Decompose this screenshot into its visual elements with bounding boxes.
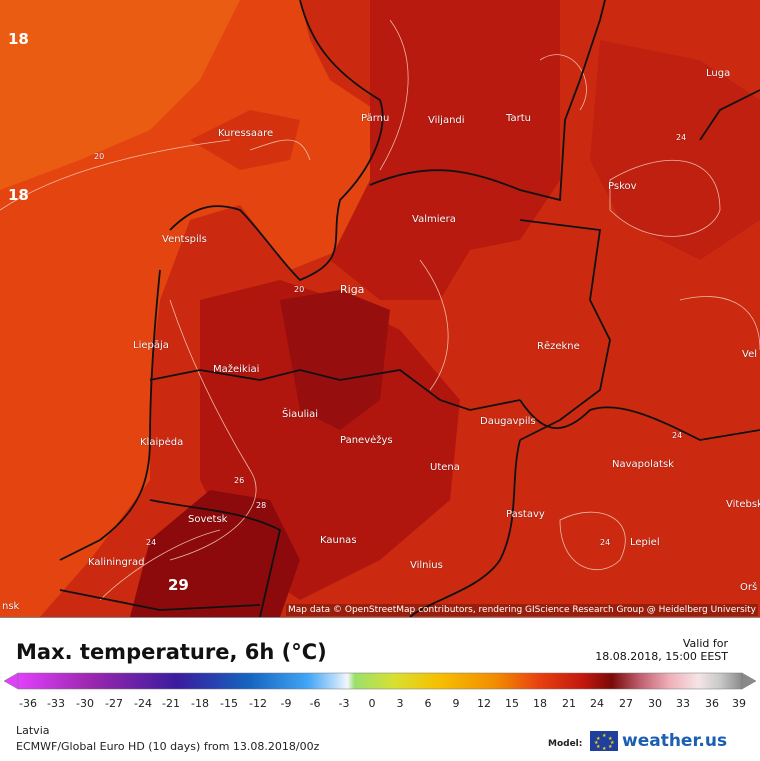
scale-tick: 18	[533, 697, 547, 710]
city-label: Ventspils	[162, 234, 207, 245]
scale-tick: 0	[368, 697, 376, 710]
scale-tick: -21	[162, 697, 180, 710]
contour-label: 20	[294, 285, 305, 294]
brand-name: weather.us	[622, 731, 728, 751]
color-scale-bar	[3, 672, 757, 690]
map-title: Max. temperature, 6h (°C)	[16, 640, 327, 664]
contour-label: 28	[256, 501, 267, 510]
city-label: Kaunas	[320, 535, 357, 546]
city-label: Mažeikiai	[213, 364, 260, 375]
scale-tick: 39	[732, 697, 746, 710]
scale-tick: -33	[47, 697, 65, 710]
scale-tick: 3	[396, 697, 404, 710]
scale-tick: 6	[424, 697, 432, 710]
city-label: Orš	[740, 582, 758, 593]
city-label: Vitebsk	[726, 499, 760, 510]
contour-label: 20	[94, 152, 105, 161]
model-info: ECMWF/Global Euro HD (10 days) from 13.0…	[16, 740, 320, 753]
city-label: Utena	[430, 462, 460, 473]
scale-tick: -9	[280, 697, 292, 710]
scale-tick: 27	[619, 697, 633, 710]
max-value-label: 29	[168, 576, 189, 594]
city-label: nsk	[2, 601, 20, 612]
city-label: Pärnu	[361, 113, 390, 124]
scale-tick: 36	[705, 697, 719, 710]
scale-tick: 15	[505, 697, 519, 710]
city-label: Liepāja	[133, 340, 169, 351]
region-name: Latvia	[16, 724, 50, 737]
city-label: Vel	[742, 349, 757, 360]
scale-tick: 33	[676, 697, 690, 710]
city-label: Viljandi	[428, 115, 465, 126]
contour-label: 24	[146, 538, 157, 547]
scale-tick: 24	[590, 697, 604, 710]
model-label: Model:	[548, 739, 583, 749]
city-label: Vilnius	[410, 560, 443, 571]
scale-tick: 30	[648, 697, 662, 710]
valid-label: Valid for	[682, 637, 728, 650]
eu-flag-icon: ★ ★ ★ ★ ★ ★ ★ ★	[590, 731, 618, 752]
city-label: Lepiel	[630, 537, 660, 548]
corner-value-top: 18	[8, 30, 29, 48]
scale-tick: -15	[220, 697, 238, 710]
scale-tick: 9	[452, 697, 460, 710]
city-label: Klaipėda	[140, 437, 184, 448]
contour-label: 26	[234, 476, 245, 485]
temperature-map[interactable]: 18 18 29 20 20 24 24 24 26 28 24 Luga Pä…	[0, 0, 760, 617]
scale-tick: -24	[134, 697, 152, 710]
valid-time-block: Valid for 18.08.2018, 15:00 EEST	[595, 637, 728, 663]
city-label: Sovetsk	[188, 514, 228, 525]
contour-label: 24	[672, 431, 683, 440]
brand-logo[interactable]: ★ ★ ★ ★ ★ ★ ★ ★ weather.us	[590, 731, 728, 752]
city-label: Rēzekne	[537, 341, 580, 352]
city-label: Navapolatsk	[612, 459, 674, 470]
city-label: Kuressaare	[218, 128, 274, 139]
city-label: Pastavy	[506, 509, 545, 520]
contour-label: 24	[676, 133, 687, 142]
city-label: Luga	[706, 68, 731, 79]
scale-tick: -27	[105, 697, 123, 710]
scale-tick: 21	[562, 697, 576, 710]
city-label: Šiauliai	[282, 409, 319, 420]
scale-tick: -6	[309, 697, 321, 710]
map-layer	[0, 0, 760, 617]
city-label: Kaliningrad	[88, 557, 145, 568]
city-label: Panevėžys	[340, 435, 393, 446]
corner-value-left: 18	[8, 186, 29, 204]
city-label: Pskov	[608, 181, 637, 192]
valid-time: 18.08.2018, 15:00 EEST	[595, 650, 728, 663]
scale-tick: -3	[338, 697, 350, 710]
scale-tick: -30	[76, 697, 94, 710]
scale-tick: -36	[19, 697, 37, 710]
map-attribution: Map data © OpenStreetMap contributors, r…	[286, 604, 758, 616]
city-label: Tartu	[506, 113, 531, 124]
scale-tick: -12	[249, 697, 267, 710]
color-scale: -36 -33 -30 -27 -24 -21 -18 -15 -12 -9 -…	[0, 671, 760, 711]
city-label: Daugavpils	[480, 416, 536, 427]
city-label: Riga	[340, 283, 365, 296]
scale-tick: 12	[477, 697, 491, 710]
city-label: Valmiera	[412, 214, 456, 225]
scale-tick: -18	[191, 697, 209, 710]
legend-panel: Max. temperature, 6h (°C) Valid for 18.0…	[0, 617, 760, 761]
contour-label: 24	[600, 538, 611, 547]
